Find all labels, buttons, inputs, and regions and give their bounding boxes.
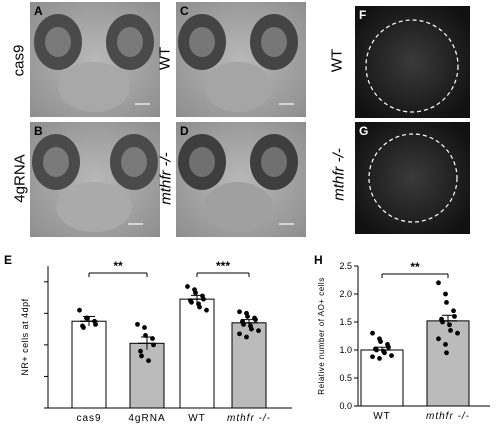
data-point <box>201 296 206 302</box>
data-point <box>377 356 382 361</box>
data-point <box>256 328 261 334</box>
chart-h: 0.0 0.5 1.0 1.5 2.0 2.5 Relative number of AO+… <box>317 260 490 422</box>
data-point <box>444 300 449 305</box>
data-point <box>370 330 375 336</box>
panel-d-image <box>176 122 306 237</box>
data-point <box>193 290 198 296</box>
bar <box>426 320 470 407</box>
panel-f-micrograph: F <box>355 6 470 118</box>
data-point <box>455 330 460 336</box>
data-point <box>382 350 387 356</box>
data-point <box>93 321 98 327</box>
data-point <box>443 291 448 297</box>
bar <box>71 320 107 409</box>
data-point <box>142 325 147 330</box>
x-tick-label: 4gRNA <box>128 413 165 424</box>
data-point <box>151 342 156 348</box>
panel-a-image <box>30 2 160 117</box>
x-tick-label: WT <box>373 411 391 422</box>
data-point <box>143 333 148 338</box>
panel-a-letter: A <box>34 4 43 18</box>
data-point <box>135 321 140 327</box>
data-point <box>370 354 375 360</box>
data-point <box>146 358 151 364</box>
data-point <box>443 342 448 347</box>
data-point <box>386 344 391 350</box>
panel-b-letter: B <box>34 124 43 138</box>
data-point <box>245 314 250 319</box>
data-point <box>389 353 394 358</box>
data-point <box>85 315 90 321</box>
x-tick-label: mthfr -/- <box>426 411 470 422</box>
panel-d-micrograph: D <box>176 122 306 237</box>
y-tick-label: 1.5 <box>339 317 352 327</box>
x-tick-label: WT <box>188 413 206 424</box>
y-tick-label: 2.5 <box>339 261 352 271</box>
panel-g-letter: G <box>359 124 369 138</box>
y-tick-label: 2.0 <box>339 289 352 299</box>
panel-a-side-label: cas9 <box>10 44 28 77</box>
significance-label: *** <box>216 259 230 273</box>
bar <box>129 342 165 409</box>
data-point <box>138 348 143 354</box>
data-point <box>447 322 452 328</box>
data-point <box>204 307 209 313</box>
x-tick-label: cas9 <box>76 413 101 424</box>
data-point <box>436 280 441 286</box>
data-point <box>197 304 202 310</box>
panel-d-side-label: mthfr -/- <box>157 152 175 205</box>
data-point <box>253 317 258 323</box>
x-tick-label: mthfr -/- <box>227 413 271 424</box>
panel-g-image <box>355 122 470 234</box>
data-point <box>374 347 379 353</box>
y-axis-label: Relative number of AO+ cells <box>317 277 326 394</box>
data-point <box>448 328 453 333</box>
panel-g-side-label: mthfr -/- <box>330 148 348 201</box>
panel-d-letter: D <box>180 124 189 138</box>
panel-c-side-label: WT <box>156 46 174 71</box>
panel-f-image <box>355 6 470 118</box>
data-point <box>436 336 441 342</box>
data-point <box>237 331 242 337</box>
panel-f-letter: F <box>359 8 367 22</box>
y-tick-label: 0.5 <box>339 373 352 383</box>
significance-label: ** <box>113 259 123 273</box>
panel-c-micrograph: C <box>176 2 306 117</box>
panel-c-image <box>176 2 306 117</box>
data-point <box>77 307 82 313</box>
data-point <box>237 309 242 315</box>
panel-g-micrograph: G <box>355 122 470 234</box>
panel-e-letter: E <box>4 253 13 267</box>
panel-c-letter: C <box>180 4 189 18</box>
panel-b-image <box>30 122 160 237</box>
data-point <box>378 339 383 344</box>
panel-h-letter: H <box>314 253 323 267</box>
data-point <box>139 353 144 359</box>
panel-b-side-label: 4gRNA <box>11 154 29 203</box>
panel-f-side-label: WT <box>328 48 346 73</box>
panel-a-micrograph: A <box>30 2 160 117</box>
data-point <box>185 284 190 289</box>
data-point <box>444 350 449 356</box>
bar <box>231 322 267 409</box>
bar <box>360 349 404 407</box>
data-point <box>150 336 155 341</box>
significance-label: ** <box>410 260 420 274</box>
data-point <box>452 314 457 319</box>
data-point <box>249 326 254 332</box>
data-point <box>244 334 249 340</box>
y-tick-label: 0.0 <box>339 401 352 411</box>
panel-b-micrograph: B <box>30 122 160 237</box>
data-point <box>189 299 194 305</box>
data-point <box>440 319 445 325</box>
y-tick-label: 1.0 <box>339 345 352 355</box>
data-point <box>241 321 246 327</box>
data-point <box>81 325 86 330</box>
bar <box>179 298 215 409</box>
y-axis-label: NR+ cells at 4dpf <box>20 298 30 375</box>
data-point <box>451 308 456 314</box>
